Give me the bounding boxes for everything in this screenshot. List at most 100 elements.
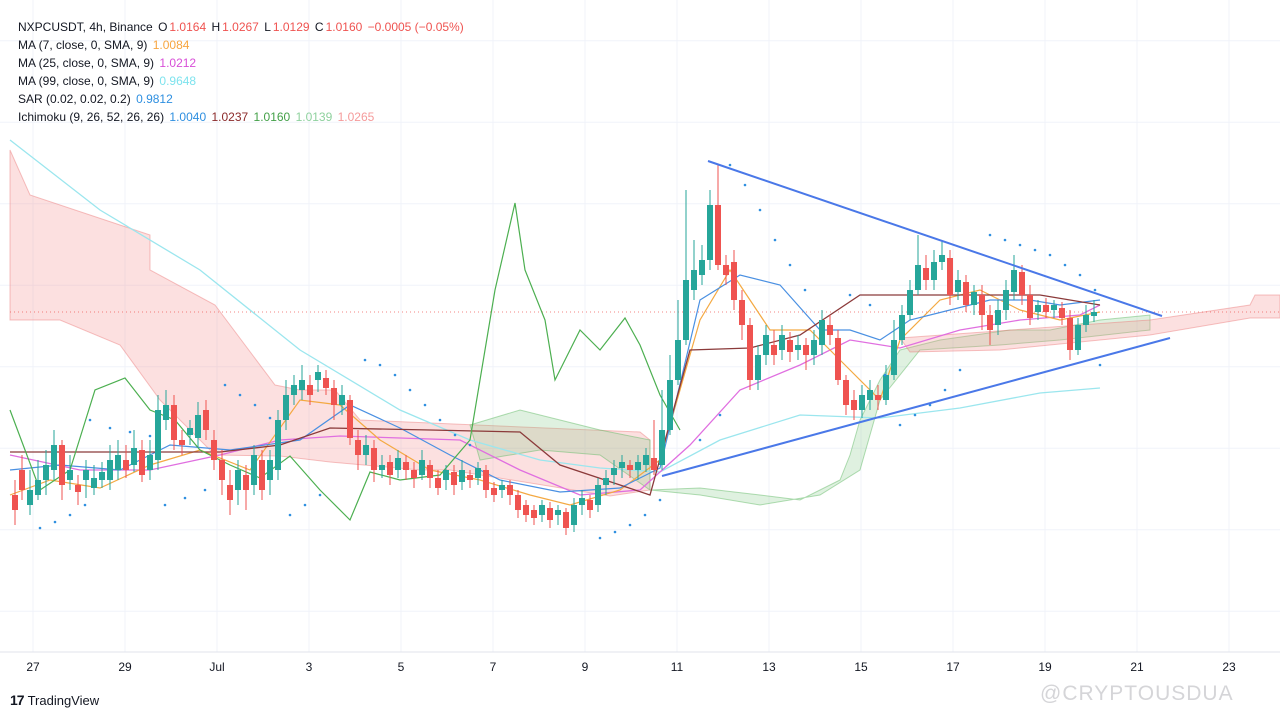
candle-down — [531, 510, 537, 518]
candle-down — [427, 465, 433, 478]
candle-up — [891, 340, 897, 375]
indicator-row[interactable]: MA (99, close, 0, SMA, 9) 0.9648 — [18, 72, 466, 90]
candle-down — [851, 400, 857, 410]
candle-up — [683, 280, 689, 340]
candle-up — [779, 335, 785, 350]
x-tick-label: 19 — [1038, 660, 1052, 674]
sar-dot — [68, 513, 72, 517]
indicator-value: 0.9648 — [159, 74, 197, 88]
ichimoku-cloud-bearish — [899, 294, 1280, 353]
candle-up — [27, 490, 33, 505]
sar-dot — [223, 383, 227, 387]
candle-up — [579, 498, 585, 505]
candle-up — [315, 372, 321, 380]
candle-up — [899, 315, 905, 340]
indicator-row[interactable]: MA (7, close, 0, SMA, 9) 1.0084 — [18, 36, 466, 54]
candle-down — [1059, 308, 1065, 318]
indicator-value: 1.0040 — [169, 110, 210, 124]
lower-trendline — [661, 337, 1171, 477]
sar-dot — [1098, 363, 1102, 367]
sar-dot — [238, 393, 242, 397]
candle-up — [795, 345, 801, 350]
candle-down — [947, 258, 953, 295]
candle-up — [883, 375, 889, 400]
candle-down — [547, 508, 553, 520]
candle-up — [363, 445, 369, 455]
candle-down — [1027, 295, 1033, 318]
open-label: O — [158, 20, 168, 34]
sar-dot — [453, 433, 457, 437]
candle-down — [355, 440, 361, 455]
sar-dot — [53, 520, 57, 524]
candle-up — [267, 460, 273, 480]
symbol-label: NXPCUSDT, 4h, Binance — [18, 20, 153, 34]
candle-up — [379, 465, 385, 470]
indicator-label: SAR (0.02, 0.02, 0.2) — [18, 92, 135, 106]
candle-up — [291, 385, 297, 395]
candle-up — [283, 395, 289, 420]
sar-dot — [468, 443, 472, 447]
brand-label: TradingView — [27, 692, 100, 708]
candle-down — [1067, 318, 1073, 350]
candle-up — [67, 470, 73, 480]
sar-dot — [943, 388, 947, 392]
candle-down — [923, 268, 929, 280]
candle-down — [75, 485, 81, 492]
candle-down — [963, 282, 969, 305]
tv-logo-icon: 17 — [10, 692, 25, 708]
candle-down — [843, 380, 849, 405]
candle-down — [827, 325, 833, 335]
candle-down — [771, 345, 777, 355]
candle-down — [747, 325, 753, 380]
candle-up — [163, 405, 169, 420]
candle-up — [1011, 270, 1017, 292]
candle-down — [19, 470, 25, 490]
candle-up — [859, 395, 865, 410]
sar-dot — [1063, 263, 1067, 267]
sar-dot — [743, 183, 747, 187]
sar-dot — [253, 403, 257, 407]
sar-dot — [393, 373, 397, 377]
indicator-row[interactable]: MA (25, close, 0, SMA, 9) 1.0212 — [18, 54, 466, 72]
x-tick-label: 15 — [854, 660, 868, 674]
candle-down — [835, 338, 841, 380]
candle-down — [411, 470, 417, 478]
candle-down — [59, 445, 65, 485]
indicator-row[interactable]: Ichimoku (9, 26, 52, 26, 26) 1.0040 1.02… — [18, 108, 466, 126]
sar-dot — [698, 438, 702, 442]
x-tick-label: 23 — [1222, 660, 1236, 674]
candle-up — [419, 460, 425, 475]
indicator-row[interactable]: SAR (0.02, 0.02, 0.2) 0.9812 — [18, 90, 466, 108]
candle-down — [723, 265, 729, 275]
sar-dot — [613, 530, 617, 534]
candle-up — [195, 415, 201, 438]
candle-up — [99, 472, 105, 480]
sar-dot — [288, 513, 292, 517]
indicator-value: 1.0084 — [152, 38, 190, 52]
candle-up — [147, 455, 153, 470]
candle-down — [523, 505, 529, 515]
sar-dot — [38, 526, 42, 530]
candle-up — [707, 205, 713, 260]
candle-up — [499, 485, 505, 490]
sar-dot — [1078, 273, 1082, 277]
candle-up — [91, 478, 97, 488]
tradingview-logo[interactable]: 17 TradingView — [10, 692, 99, 708]
sar-dot — [868, 303, 872, 307]
candle-up — [51, 445, 57, 470]
candle-down — [587, 500, 593, 510]
candle-down — [627, 465, 633, 470]
x-tick-label: 5 — [398, 660, 405, 674]
sar-dot — [438, 418, 442, 422]
candle-up — [1051, 305, 1057, 310]
candle-down — [12, 495, 18, 510]
candle-up — [819, 320, 825, 345]
candle-up — [395, 458, 401, 470]
sar-dot — [363, 358, 367, 362]
tenkan-line — [9, 274, 1101, 493]
candle-up — [955, 280, 961, 292]
candle-up — [931, 262, 937, 280]
sar-dot — [958, 368, 962, 372]
candle-down — [715, 205, 721, 265]
